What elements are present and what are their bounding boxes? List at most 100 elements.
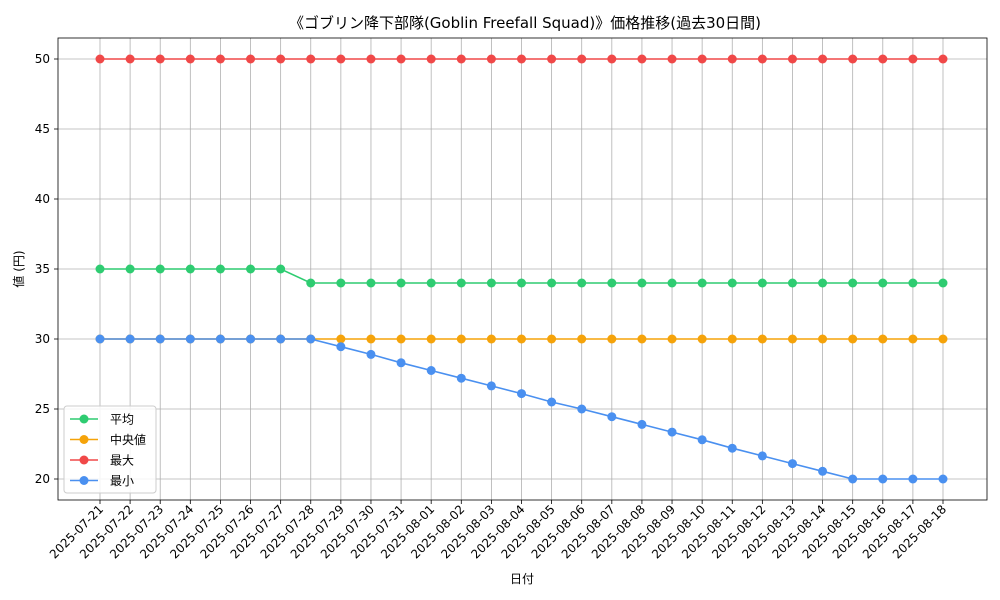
data-point: [246, 264, 256, 274]
data-point: [818, 334, 828, 344]
chart-title: 《ゴブリン降下部隊(Goblin Freefall Squad)》価格推移(過去…: [289, 14, 761, 32]
data-point: [908, 278, 918, 288]
data-point: [155, 264, 165, 274]
data-point: [276, 54, 286, 64]
data-point: [787, 334, 797, 344]
data-point: [547, 278, 557, 288]
data-point: [486, 334, 496, 344]
data-point: [517, 334, 526, 344]
data-point: [757, 451, 767, 461]
data-point: [577, 278, 587, 288]
data-point: [667, 334, 677, 344]
data-point: [246, 334, 256, 344]
x-axis-label: 日付: [510, 572, 534, 586]
data-point: [155, 54, 165, 64]
data-point: [727, 443, 737, 453]
data-point: [547, 397, 557, 407]
y-axis-label: 値 (円): [11, 250, 26, 287]
legend-marker: [79, 455, 89, 465]
y-tick-label: 45: [35, 122, 50, 136]
data-point: [276, 264, 286, 274]
data-point: [667, 54, 677, 64]
data-point: [787, 54, 797, 64]
data-point: [938, 334, 948, 344]
y-axis: 20 25 30 35 40 45 50: [35, 52, 58, 486]
data-point: [456, 278, 466, 288]
data-point: [787, 278, 797, 288]
data-point: [878, 278, 888, 288]
data-point: [517, 389, 526, 399]
data-point: [95, 334, 105, 344]
data-point: [155, 334, 165, 344]
data-point: [848, 474, 858, 484]
data-point: [185, 54, 195, 64]
legend-label: 中央値: [110, 432, 146, 447]
data-point: [486, 278, 496, 288]
legend-marker: [79, 414, 89, 424]
data-point: [697, 278, 707, 288]
data-point: [667, 278, 677, 288]
legend-label: 最大: [110, 454, 134, 468]
series-平均: [95, 264, 948, 288]
y-tick-label: 20: [35, 472, 50, 486]
data-point: [215, 54, 225, 64]
data-point: [818, 54, 828, 64]
data-point: [727, 334, 737, 344]
series-layer: [95, 54, 948, 484]
y-tick-label: 25: [35, 402, 50, 416]
data-point: [878, 334, 888, 344]
data-point: [366, 54, 376, 64]
data-point: [456, 373, 466, 383]
data-point: [607, 334, 617, 344]
data-point: [607, 278, 617, 288]
y-tick-label: 40: [35, 192, 50, 206]
data-point: [757, 278, 767, 288]
data-point: [486, 381, 496, 391]
data-point: [667, 427, 677, 437]
data-point: [276, 334, 286, 344]
data-point: [185, 334, 195, 344]
legend-label: 最小: [110, 474, 134, 488]
data-point: [818, 278, 828, 288]
data-point: [125, 264, 135, 274]
data-point: [577, 54, 587, 64]
data-point: [336, 342, 346, 352]
x-axis: 2025-07-212025-07-222025-07-232025-07-24…: [47, 500, 949, 561]
data-point: [697, 435, 707, 445]
data-point: [396, 278, 406, 288]
data-point: [547, 54, 557, 64]
data-point: [336, 54, 346, 64]
data-point: [577, 404, 587, 414]
data-point: [697, 334, 707, 344]
y-tick-label: 35: [35, 262, 50, 276]
data-point: [757, 334, 767, 344]
data-point: [938, 474, 948, 484]
data-point: [366, 278, 376, 288]
data-point: [456, 334, 466, 344]
legend-marker: [79, 435, 89, 444]
data-point: [95, 54, 105, 64]
data-point: [848, 278, 858, 288]
data-point: [456, 54, 466, 64]
series-最大: [95, 54, 948, 64]
data-point: [426, 366, 436, 375]
data-point: [486, 54, 496, 64]
data-point: [848, 54, 858, 64]
data-point: [787, 459, 797, 469]
data-point: [185, 264, 195, 274]
data-point: [396, 358, 406, 368]
data-point: [426, 334, 436, 344]
data-point: [848, 334, 858, 344]
data-point: [727, 278, 737, 288]
data-point: [396, 54, 406, 64]
data-point: [577, 334, 587, 344]
data-point: [938, 54, 948, 64]
data-point: [215, 264, 225, 274]
data-point: [517, 278, 526, 288]
data-point: [727, 54, 737, 64]
data-point: [878, 54, 888, 64]
legend-label: 平均: [110, 413, 134, 427]
data-point: [125, 54, 135, 64]
